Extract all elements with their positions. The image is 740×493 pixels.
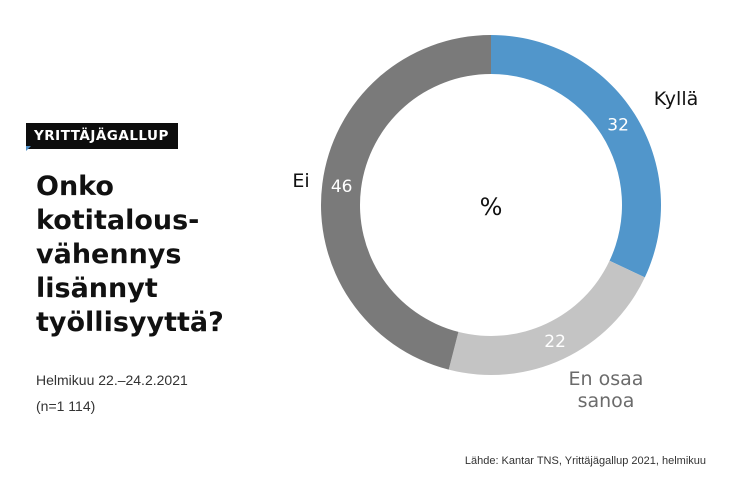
donut-slice-en-osaa-sanoa bbox=[448, 260, 645, 375]
donut-segments bbox=[320, 34, 661, 375]
donut-slice-ei bbox=[320, 34, 491, 370]
donut-slice-kyllä bbox=[491, 35, 661, 278]
category-label-ei: Ei bbox=[292, 170, 309, 192]
value-label-ei: 46 bbox=[331, 177, 353, 197]
source-note: Lähde: Kantar TNS, Yrittäjägallup 2021, … bbox=[464, 455, 706, 467]
value-label-kyllä: 32 bbox=[607, 115, 629, 135]
chart-title: Onko kotitalous- vähennys lisännyt työll… bbox=[36, 171, 224, 338]
value-label-en-osaa-sanoa: 22 bbox=[544, 332, 566, 352]
category-label-kyllä: Kyllä bbox=[654, 88, 699, 110]
badge-accent bbox=[26, 146, 31, 151]
category-label-en-osaa-sanoa: En osaa sanoa bbox=[569, 368, 644, 412]
survey-badge: YRITTÄJÄGALLUP bbox=[26, 123, 178, 149]
survey-date: Helmikuu 22.–24.2.2021 bbox=[36, 372, 188, 388]
unit-label: % bbox=[480, 193, 503, 221]
sample-size: (n=1 114) bbox=[36, 398, 96, 414]
